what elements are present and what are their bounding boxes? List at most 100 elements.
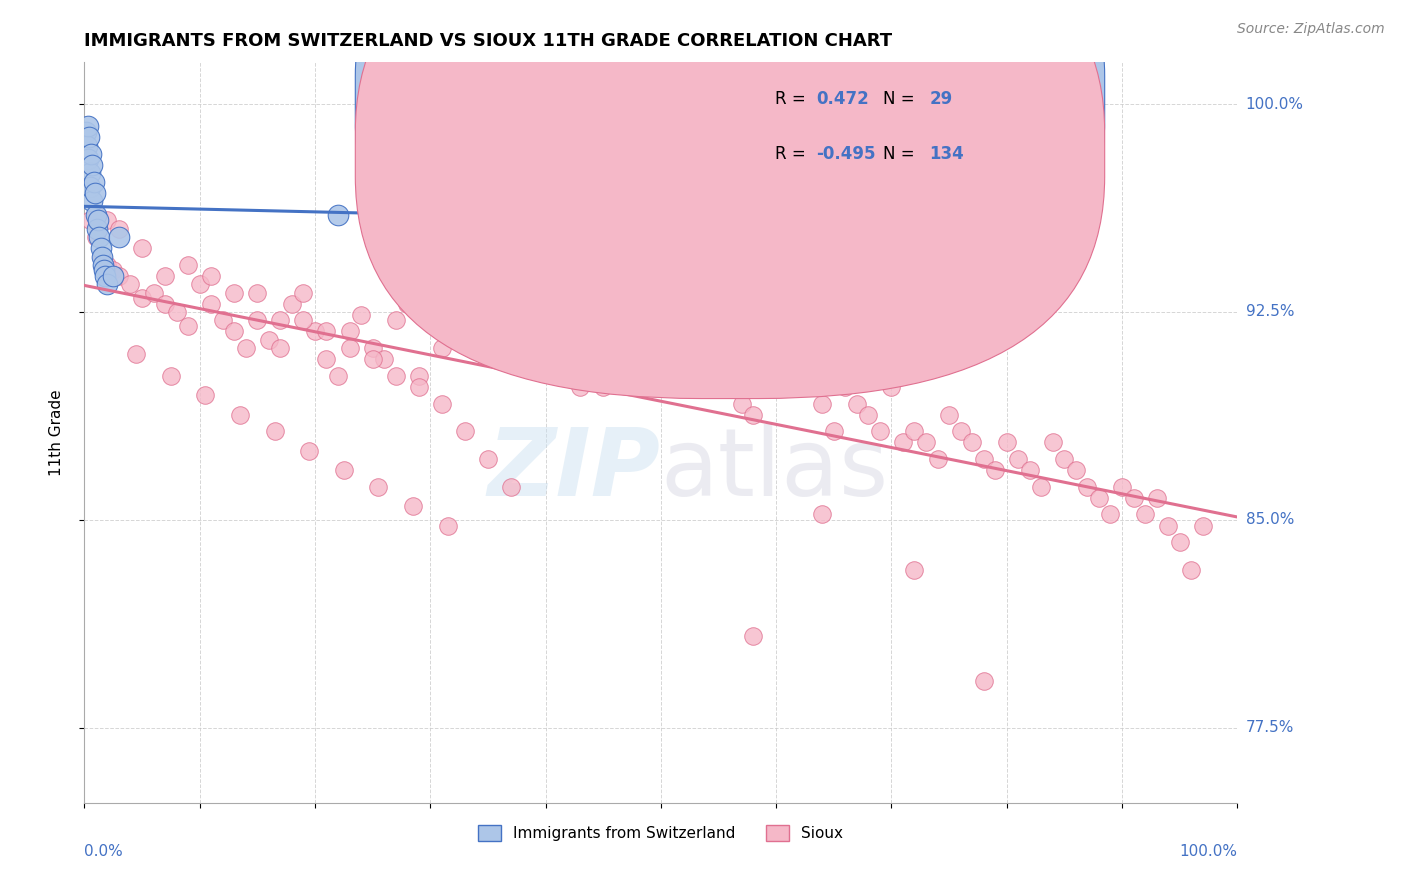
Text: 77.5%: 77.5% [1246, 721, 1294, 735]
Point [776, 380, 799, 394]
Point [83, 175, 105, 189]
Point [229, 408, 252, 422]
Point [499, 480, 522, 494]
Point [1146, 491, 1168, 505]
Point [834, 380, 856, 394]
Text: 85.0%: 85.0% [1246, 513, 1294, 527]
Point [333, 463, 356, 477]
Point [869, 424, 891, 438]
Point [973, 452, 995, 467]
Point [79, 213, 101, 227]
Point [76, 138, 98, 153]
Point [96, 258, 118, 272]
Point [77, 130, 100, 145]
Point [1088, 491, 1111, 505]
Point [200, 268, 222, 283]
Point [211, 313, 233, 327]
Point [384, 368, 406, 383]
Point [224, 325, 246, 339]
Legend: Immigrants from Switzerland, Sioux: Immigrants from Switzerland, Sioux [472, 819, 849, 847]
Point [153, 268, 176, 283]
Point [1111, 480, 1133, 494]
Point [811, 508, 834, 522]
Point [80, 147, 103, 161]
Point [730, 396, 752, 410]
Point [326, 368, 349, 383]
Point [246, 285, 269, 300]
Point [638, 368, 661, 383]
Text: N =: N = [883, 90, 920, 108]
Point [454, 296, 477, 310]
Point [436, 518, 458, 533]
Point [75, 125, 97, 139]
Point [292, 313, 315, 327]
Point [661, 341, 683, 355]
Point [1099, 508, 1122, 522]
Point [361, 352, 384, 367]
Point [350, 308, 373, 322]
Point [326, 208, 349, 222]
Point [718, 380, 741, 394]
Point [89, 230, 111, 244]
FancyBboxPatch shape [356, 0, 1105, 343]
Point [82, 158, 104, 172]
Point [1031, 480, 1053, 494]
Point [103, 263, 124, 277]
Point [1191, 518, 1213, 533]
Point [292, 285, 315, 300]
FancyBboxPatch shape [356, 0, 1105, 399]
Point [488, 296, 510, 310]
Text: Source: ZipAtlas.com: Source: ZipAtlas.com [1237, 22, 1385, 37]
Point [915, 435, 938, 450]
Point [224, 285, 246, 300]
Text: IMMIGRANTS FROM SWITZERLAND VS SIOUX 11TH GRADE CORRELATION CHART: IMMIGRANTS FROM SWITZERLAND VS SIOUX 11T… [84, 32, 893, 50]
Point [569, 380, 592, 394]
Point [800, 380, 823, 394]
Point [269, 313, 291, 327]
Point [76, 153, 98, 167]
Point [903, 424, 925, 438]
Point [742, 408, 765, 422]
Point [408, 380, 430, 394]
Point [499, 313, 522, 327]
Point [995, 435, 1018, 450]
Point [685, 368, 707, 383]
Point [131, 291, 153, 305]
Point [93, 263, 115, 277]
Point [1018, 463, 1040, 477]
Point [811, 396, 834, 410]
Point [166, 305, 188, 319]
Point [984, 463, 1007, 477]
Point [79, 180, 101, 194]
Point [361, 341, 384, 355]
Point [441, 313, 464, 327]
Point [696, 341, 718, 355]
Point [269, 341, 291, 355]
Point [534, 341, 557, 355]
Point [845, 396, 868, 410]
Point [742, 629, 765, 643]
Point [235, 341, 257, 355]
Point [927, 452, 949, 467]
Point [89, 241, 111, 255]
Point [120, 277, 142, 292]
Point [83, 186, 105, 200]
Point [96, 213, 118, 227]
Point [880, 380, 903, 394]
Point [246, 313, 269, 327]
Point [84, 208, 107, 222]
FancyBboxPatch shape [688, 61, 1080, 203]
Point [304, 325, 326, 339]
Point [315, 352, 337, 367]
Point [787, 368, 810, 383]
Point [1122, 491, 1144, 505]
Point [454, 424, 477, 438]
Text: 29: 29 [929, 90, 953, 108]
Point [87, 213, 110, 227]
Point [384, 313, 406, 327]
Point [91, 258, 114, 272]
Point [86, 222, 108, 236]
Point [103, 268, 124, 283]
Point [194, 388, 217, 402]
Point [581, 325, 603, 339]
